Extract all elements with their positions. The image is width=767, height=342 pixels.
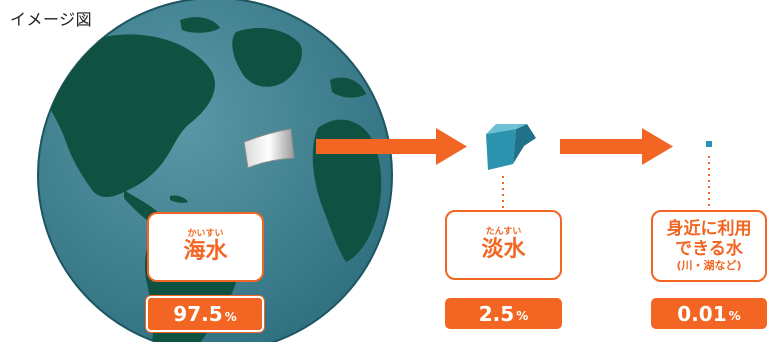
label-usable-water: 身近に利用 できる水 (川・湖など): [651, 210, 767, 282]
label-usable-note: (川・湖など): [676, 259, 742, 272]
label-freshwater-text: 淡水: [481, 237, 526, 262]
value-seawater: 97.5%: [146, 296, 264, 332]
freshwater-block: [486, 124, 536, 170]
value-usable-number: 0.01: [677, 301, 727, 326]
value-usable-unit: %: [728, 309, 741, 323]
value-freshwater-unit: %: [516, 309, 529, 323]
arrow-seawater-to-freshwater: [316, 128, 467, 165]
label-usable-line2: できる水: [675, 239, 743, 259]
label-freshwater: たんすい 淡水: [445, 210, 562, 280]
usable-water-dot: [706, 141, 712, 147]
ocean-cutout-piece: [243, 128, 295, 169]
arrow-freshwater-to-usable: [560, 128, 673, 165]
value-seawater-unit: %: [224, 309, 237, 324]
label-usable-line1: 身近に利用: [666, 219, 752, 239]
label-seawater: かいすい 海水: [147, 212, 264, 282]
value-freshwater: 2.5%: [445, 298, 562, 329]
value-usable-water: 0.01%: [651, 298, 767, 329]
label-seawater-text: 海水: [183, 239, 228, 264]
value-seawater-number: 97.5: [173, 302, 223, 326]
ruby-seawater: かいすい: [187, 229, 224, 239]
caption: イメージ図: [10, 10, 93, 29]
ruby-freshwater: たんすい: [485, 227, 522, 237]
earth-globe: [37, 0, 393, 342]
value-freshwater-number: 2.5: [478, 301, 515, 326]
